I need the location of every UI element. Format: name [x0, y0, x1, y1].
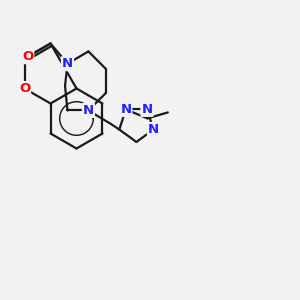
- Text: N: N: [148, 123, 159, 136]
- Text: N: N: [83, 104, 94, 117]
- Text: N: N: [141, 103, 152, 116]
- Text: O: O: [19, 82, 30, 95]
- Text: N: N: [120, 103, 131, 116]
- Text: O: O: [22, 50, 33, 63]
- Text: N: N: [62, 57, 73, 70]
